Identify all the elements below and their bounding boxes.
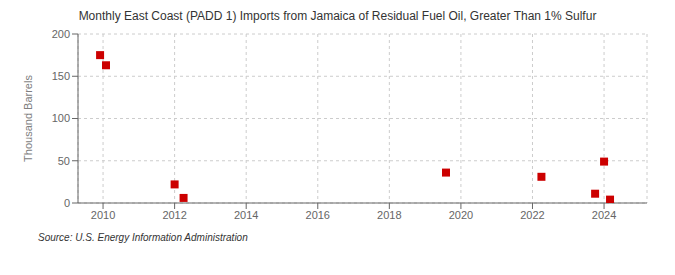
- html-text:Source: U.S. Energy Informatio: Source: U.S. Energy Information Administ…: [38, 232, 248, 243]
- svg-text:2014: 2014: [234, 209, 258, 221]
- svg-text:150: 150: [52, 70, 70, 82]
- svg-text:Thousand Barrels: Thousand Barrels: [22, 75, 34, 162]
- svg-text:0: 0: [64, 197, 70, 209]
- svg-text:2010: 2010: [91, 209, 115, 221]
- svg-text:2012: 2012: [162, 209, 186, 221]
- svg-text:2022: 2022: [520, 209, 544, 221]
- svg-text:2016: 2016: [306, 209, 330, 221]
- svg-text:100: 100: [52, 112, 70, 124]
- svg-text:50: 50: [58, 155, 70, 167]
- svg-text:200: 200: [52, 28, 70, 40]
- svg-text:2020: 2020: [449, 209, 473, 221]
- html-text:Monthly East Coast (PADD 1) Im: Monthly East Coast (PADD 1) Imports from…: [78, 9, 597, 23]
- svg-text:2018: 2018: [377, 209, 401, 221]
- svg-text:2024: 2024: [592, 209, 616, 221]
